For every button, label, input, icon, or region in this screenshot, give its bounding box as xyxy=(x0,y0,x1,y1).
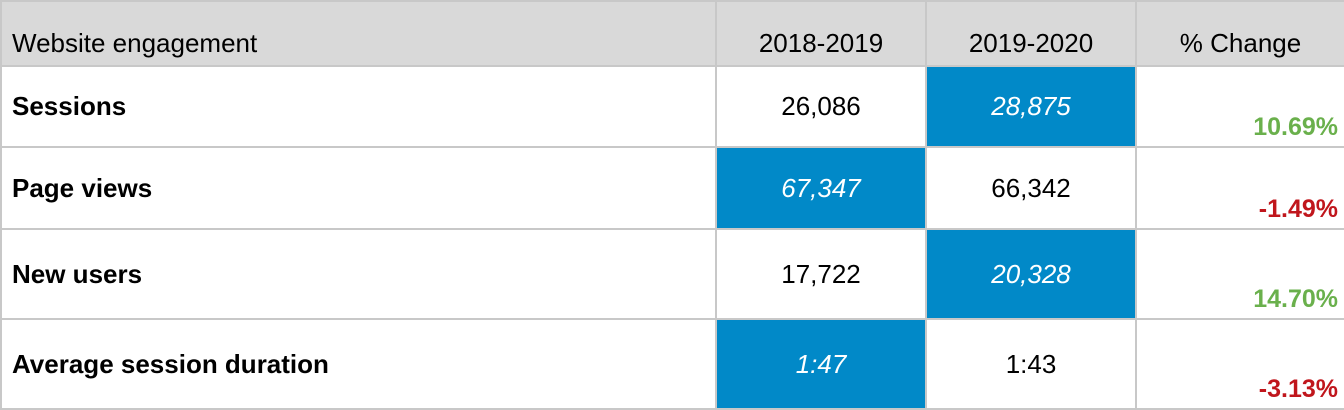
value-2019-2020-highlighted: 28,875 xyxy=(925,65,1137,148)
percent-change-negative: -3.13% xyxy=(1135,318,1344,410)
table-row-new-users: New users 17,722 20,328 14.70% xyxy=(0,228,1344,320)
header-2019-2020: 2019-2020 xyxy=(925,0,1137,67)
table-row-page-views: Page views 67,347 66,342 -1.49% xyxy=(0,146,1344,230)
value-2019-2020: 1:43 xyxy=(925,318,1137,410)
table-row-average-session-duration: Average session duration 1:47 1:43 -3.13… xyxy=(0,318,1344,410)
percent-change-positive: 10.69% xyxy=(1135,65,1344,148)
value-2018-2019-highlighted: 67,347 xyxy=(715,146,927,230)
value-2019-2020-highlighted: 20,328 xyxy=(925,228,1137,320)
row-label: Sessions xyxy=(0,65,717,148)
header-2018-2019: 2018-2019 xyxy=(715,0,927,67)
row-label: Page views xyxy=(0,146,717,230)
header-row: Website engagement 2018-2019 2019-2020 %… xyxy=(0,0,1344,67)
value-2018-2019-highlighted: 1:47 xyxy=(715,318,927,410)
percent-change-positive: 14.70% xyxy=(1135,228,1344,320)
table-row-sessions: Sessions 26,086 28,875 10.69% xyxy=(0,65,1344,148)
row-label: Average session duration xyxy=(0,318,717,410)
header-metric: Website engagement xyxy=(0,0,717,67)
row-label: New users xyxy=(0,228,717,320)
value-2018-2019: 26,086 xyxy=(715,65,927,148)
value-2019-2020: 66,342 xyxy=(925,146,1137,230)
value-2018-2019: 17,722 xyxy=(715,228,927,320)
percent-change-negative: -1.49% xyxy=(1135,146,1344,230)
header-percent-change: % Change xyxy=(1135,0,1344,67)
